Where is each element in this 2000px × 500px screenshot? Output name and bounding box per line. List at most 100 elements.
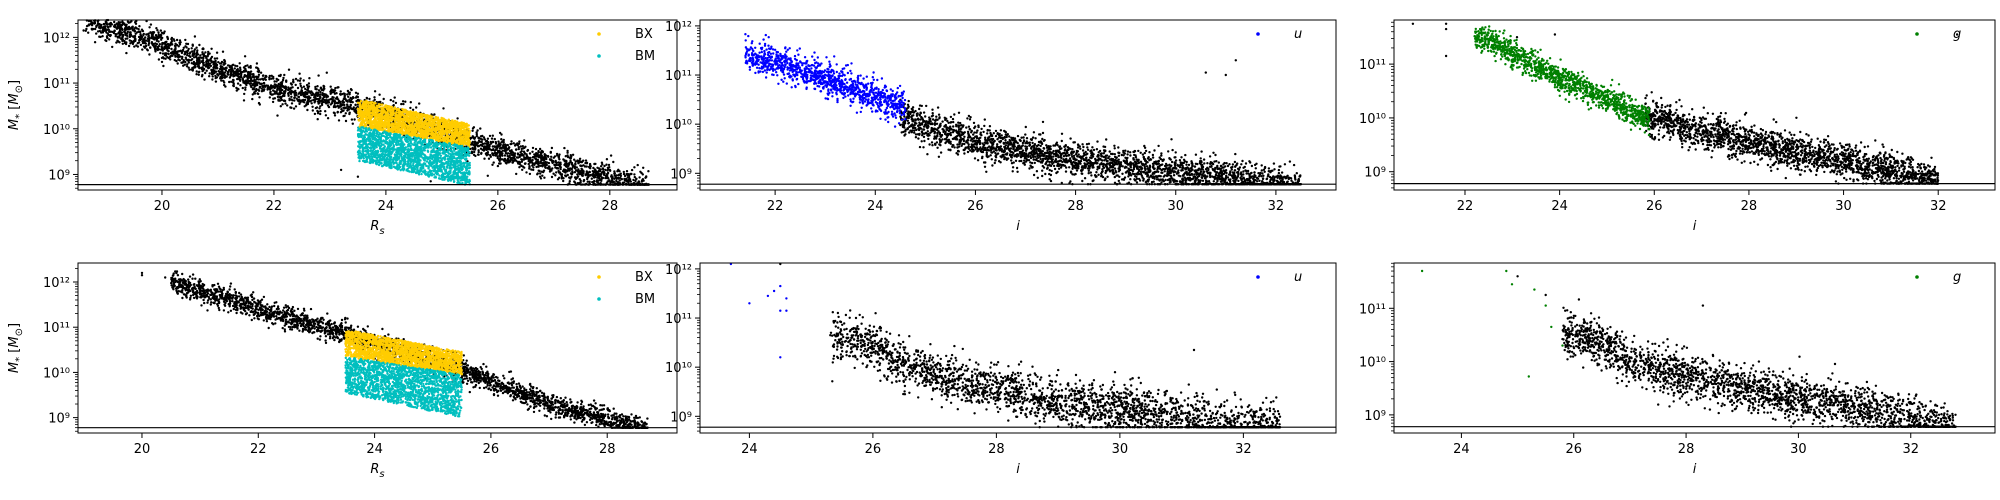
data-point xyxy=(473,137,475,139)
data-point xyxy=(592,173,594,175)
data-point xyxy=(319,113,321,115)
data-point xyxy=(210,60,212,62)
data-point xyxy=(320,100,322,102)
data-point xyxy=(512,161,514,163)
data-point xyxy=(392,131,394,133)
data-point xyxy=(200,67,202,69)
data-point xyxy=(611,176,613,178)
data-point xyxy=(274,93,276,95)
data-point xyxy=(540,160,542,162)
data-point xyxy=(216,64,218,66)
data-point xyxy=(114,24,116,26)
data-point xyxy=(399,122,401,124)
data-point xyxy=(176,39,178,41)
data-point xyxy=(276,114,278,116)
data-point xyxy=(97,23,99,25)
data-point xyxy=(532,169,534,171)
data-point xyxy=(550,151,552,153)
data-point xyxy=(196,70,198,72)
data-point xyxy=(272,89,274,91)
data-point xyxy=(545,162,547,164)
data-point xyxy=(479,127,481,129)
data-point xyxy=(442,122,444,124)
data-point xyxy=(618,170,620,172)
data-point xyxy=(547,167,549,169)
data-point xyxy=(558,158,560,160)
data-point xyxy=(125,24,127,26)
data-point xyxy=(138,25,140,27)
data-point xyxy=(435,131,437,133)
data-point xyxy=(596,179,598,181)
data-point xyxy=(106,35,108,37)
data-point xyxy=(290,87,292,89)
data-point xyxy=(533,153,535,155)
data-point xyxy=(593,180,595,182)
data-point xyxy=(567,156,569,158)
data-point xyxy=(156,38,158,40)
data-point xyxy=(543,157,545,159)
data-point xyxy=(147,44,149,46)
data-point xyxy=(117,36,119,38)
data-point xyxy=(558,153,560,155)
data-point xyxy=(406,120,408,122)
data-point xyxy=(593,175,595,177)
data-point xyxy=(221,70,223,72)
data-point xyxy=(401,128,403,130)
data-point xyxy=(381,104,383,106)
data-point xyxy=(479,141,481,143)
data-point xyxy=(127,27,129,29)
data-point xyxy=(292,80,294,82)
data-point xyxy=(632,179,634,181)
data-point xyxy=(285,81,287,83)
data-point xyxy=(500,141,502,143)
data-point xyxy=(555,162,557,164)
data-point xyxy=(532,147,534,149)
data-point xyxy=(394,120,396,122)
data-point xyxy=(390,99,392,101)
plot-area xyxy=(82,19,650,186)
data-point xyxy=(380,116,382,118)
data-point xyxy=(422,132,424,134)
data-point xyxy=(360,118,362,120)
data-point xyxy=(298,91,300,93)
data-point xyxy=(170,42,172,44)
data-point xyxy=(359,107,361,109)
data-point xyxy=(110,23,112,25)
data-point xyxy=(117,27,119,29)
data-point xyxy=(523,139,525,141)
data-point xyxy=(533,164,535,166)
data-point xyxy=(483,146,485,148)
data-point xyxy=(520,165,522,167)
data-point xyxy=(290,82,292,84)
data-point xyxy=(325,114,327,116)
data-point xyxy=(514,158,516,160)
data-point xyxy=(122,43,124,45)
data-point xyxy=(491,137,493,139)
data-point xyxy=(153,38,155,40)
data-point xyxy=(128,45,130,47)
data-point xyxy=(432,136,434,138)
data-point xyxy=(319,96,321,98)
data-point xyxy=(157,31,159,33)
data-point xyxy=(167,53,169,55)
data-point xyxy=(252,83,254,85)
data-point xyxy=(601,178,603,180)
data-point xyxy=(203,78,205,80)
data-point xyxy=(474,142,476,144)
data-point xyxy=(524,152,526,154)
data-point xyxy=(188,69,190,71)
data-point xyxy=(442,107,444,109)
data-point xyxy=(462,135,464,137)
data-point xyxy=(244,65,246,67)
data-point xyxy=(252,76,254,78)
data-point xyxy=(509,143,511,145)
data-point xyxy=(407,111,409,113)
data-point xyxy=(565,155,567,157)
data-point xyxy=(139,31,141,33)
data-point xyxy=(145,40,147,42)
data-point xyxy=(511,159,513,161)
data-point xyxy=(473,151,475,153)
data-point xyxy=(280,88,282,90)
data-point xyxy=(335,92,337,94)
data-point xyxy=(308,82,310,84)
